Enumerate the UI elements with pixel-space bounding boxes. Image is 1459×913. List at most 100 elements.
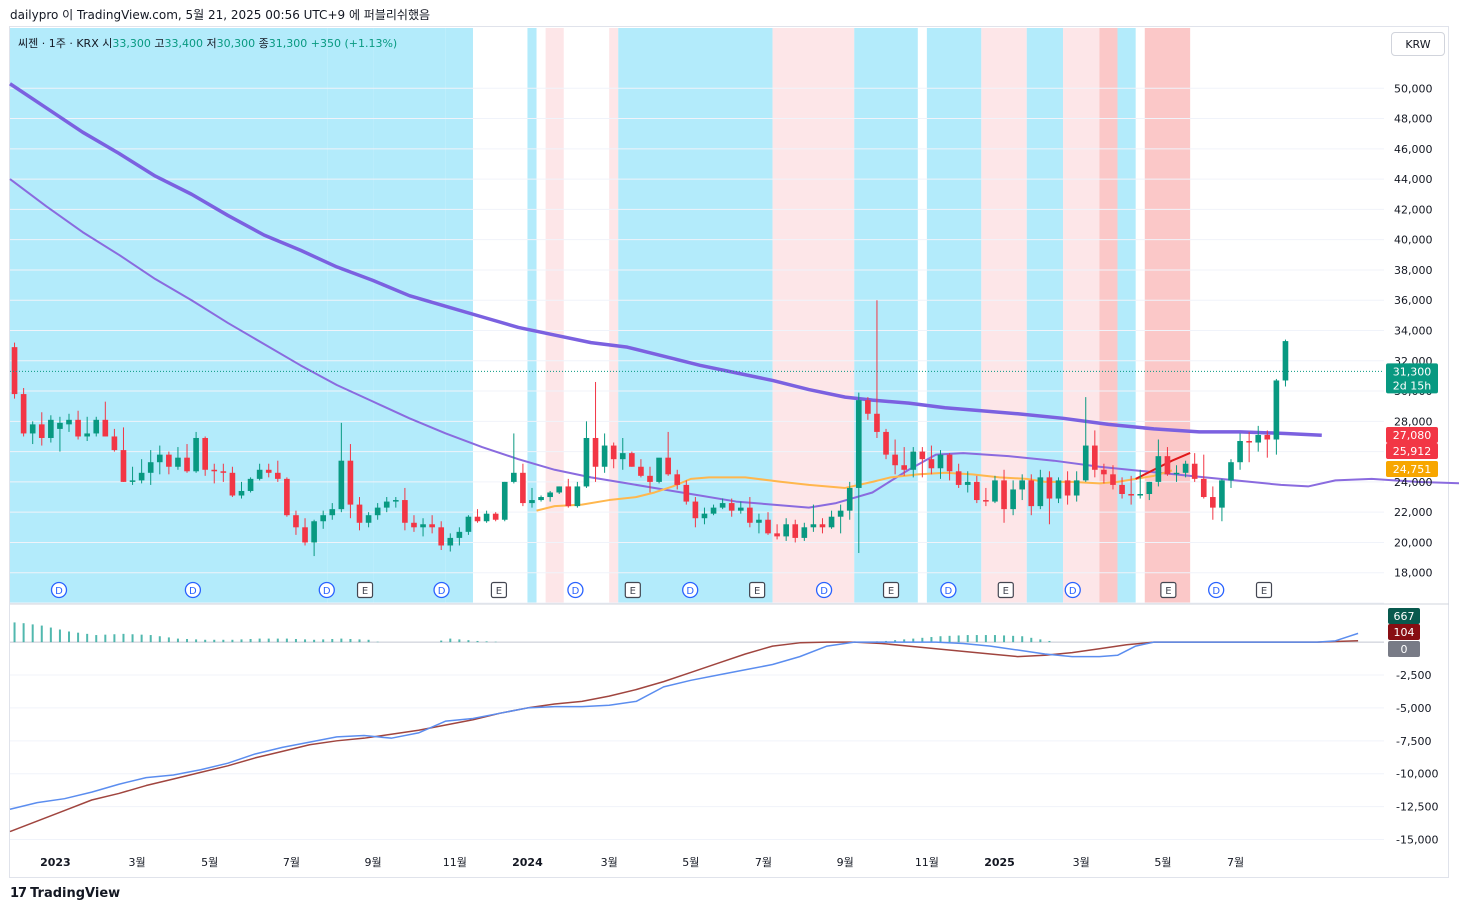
earnings-marker-icon — [490, 581, 508, 599]
dividend-marker-label: D — [1212, 586, 1220, 597]
time-tick-label: 9월 — [837, 856, 854, 869]
time-tick-label: 7월 — [283, 856, 300, 869]
macd-histogram-bar — [304, 639, 307, 643]
time-tick-label: 9월 — [365, 856, 382, 869]
dividend-marker-icon — [567, 581, 584, 599]
candle-body — [111, 436, 118, 451]
brand-name: TradingView — [30, 886, 121, 901]
candle-body — [1255, 434, 1262, 443]
candle-body — [1237, 441, 1243, 463]
regime-band-9 — [854, 28, 918, 603]
macd-histogram-bar — [939, 636, 942, 643]
regime-band-0 — [10, 28, 328, 603]
ma-red-line — [1135, 452, 1191, 480]
symbol-legend: 씨젠 · 1주 · KRX 시33,300 고33,400 저30,300 종3… — [18, 35, 397, 51]
regime-band-5 — [545, 28, 564, 603]
candle-body — [619, 453, 626, 460]
indicator-value-badge — [1386, 443, 1438, 459]
currency-button[interactable]: KRW — [1391, 32, 1445, 56]
macd-histogram-bar — [149, 635, 152, 643]
ma-mid-line — [9, 178, 1459, 509]
candle-body — [1273, 380, 1280, 440]
macd-histogram-bar — [58, 629, 61, 643]
time-tick-label: 3월 — [1073, 856, 1090, 869]
candle-body — [583, 437, 590, 487]
high-value: 33,400 — [164, 37, 203, 50]
candle-body — [774, 533, 780, 537]
macd-histogram-bar — [95, 635, 98, 643]
time-tick-label: 11월 — [915, 856, 939, 869]
macd-histogram-bar — [1003, 635, 1006, 643]
dividend-marker-icon — [940, 581, 957, 599]
candle-body — [1128, 494, 1134, 496]
candle-body — [683, 484, 690, 502]
dividend-marker-label: D — [189, 586, 197, 597]
dividend-marker-icon — [184, 581, 202, 599]
chart-frame — [9, 26, 1449, 878]
macd-histogram-bar — [1039, 639, 1042, 643]
candle-body — [1082, 445, 1089, 481]
candle-body — [184, 457, 190, 472]
time-tick-label: 3월 — [601, 856, 618, 869]
indicator-value-label: 24,751 — [1393, 463, 1432, 476]
dividend-marker-icon — [318, 581, 335, 599]
macd-value-label: 0 — [1401, 643, 1408, 656]
tradingview-logo-icon: 17 — [10, 886, 27, 901]
symbol-name[interactable]: 씨젠 · 1주 · KRX — [18, 37, 99, 50]
open-label: 시 — [102, 37, 113, 50]
macd-histogram-bar — [966, 635, 969, 643]
candle-body — [374, 507, 381, 516]
macd-histogram-bar — [1030, 637, 1033, 643]
candle-body — [964, 481, 971, 485]
candle-body — [828, 516, 835, 528]
candle-body — [937, 454, 944, 469]
macd-histogram-bar — [331, 638, 334, 643]
dividend-marker-label: D — [572, 586, 580, 597]
candle-body — [819, 524, 826, 528]
macd-histogram-bar — [158, 636, 161, 643]
price-tick-label: 20,000 — [1394, 536, 1433, 549]
candle-body — [529, 500, 535, 504]
candle-body — [320, 515, 327, 522]
candle-body — [483, 513, 490, 522]
dividend-marker-label: D — [945, 586, 953, 597]
candle-body — [311, 521, 317, 543]
candle-body — [474, 516, 481, 522]
candle-body — [166, 454, 172, 467]
candle-body — [383, 501, 390, 508]
candle-body — [874, 413, 880, 432]
candle-body — [48, 419, 54, 438]
candle-body — [792, 524, 799, 538]
macd-histogram-bar — [68, 631, 71, 643]
candle-body — [1182, 463, 1189, 473]
earnings-marker-icon — [624, 581, 641, 599]
candle-body — [1001, 480, 1007, 510]
candle-body — [1246, 441, 1252, 443]
price-tick-label: 24,000 — [1394, 476, 1433, 489]
candle-body — [674, 474, 681, 485]
dividend-marker-label: D — [686, 586, 694, 597]
candle-body — [1073, 480, 1080, 496]
macd-histogram-bar — [249, 638, 252, 643]
candle-body — [411, 522, 417, 528]
earnings-marker-label: E — [754, 586, 760, 597]
candle-body — [901, 465, 907, 470]
macd-histogram-bar — [485, 641, 488, 643]
candle-body — [1200, 478, 1207, 498]
candle-body — [1155, 456, 1162, 482]
dividend-marker-icon — [682, 581, 699, 599]
macd-line — [9, 632, 1359, 810]
candle-body — [946, 454, 953, 472]
price-tick-label: 48,000 — [1394, 113, 1433, 126]
candle-body — [565, 486, 572, 507]
macd-histogram-bar — [903, 639, 906, 643]
regime-band-2 — [373, 28, 446, 603]
candle-body — [610, 445, 617, 460]
candle-body — [865, 400, 871, 414]
macd-histogram-bar — [258, 638, 261, 643]
candle-body — [855, 400, 862, 488]
price-tick-label: 36,000 — [1394, 294, 1433, 307]
candle-body — [293, 515, 299, 528]
time-tick-label: 7월 — [755, 856, 772, 869]
